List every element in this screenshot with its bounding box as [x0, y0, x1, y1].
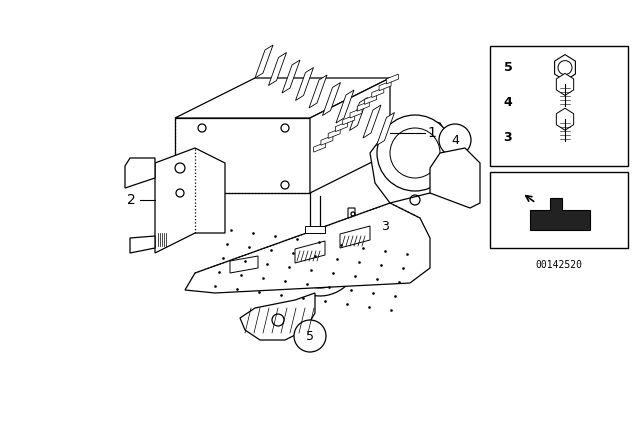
Circle shape [294, 320, 326, 352]
Polygon shape [305, 226, 325, 233]
Polygon shape [175, 118, 310, 193]
Text: 1: 1 [427, 126, 436, 140]
Polygon shape [530, 198, 590, 230]
Polygon shape [155, 148, 225, 253]
Polygon shape [357, 101, 369, 111]
Text: 5: 5 [306, 329, 314, 343]
Polygon shape [125, 158, 155, 188]
Text: 4: 4 [451, 134, 459, 146]
Polygon shape [240, 293, 315, 340]
Polygon shape [310, 78, 390, 193]
Polygon shape [430, 148, 480, 208]
Polygon shape [323, 82, 340, 116]
Polygon shape [350, 108, 362, 118]
Polygon shape [295, 241, 325, 263]
Polygon shape [379, 81, 391, 91]
Polygon shape [336, 90, 354, 123]
Text: 3: 3 [381, 220, 389, 233]
Polygon shape [282, 60, 300, 93]
Polygon shape [321, 135, 333, 145]
Polygon shape [348, 208, 362, 230]
Circle shape [439, 124, 471, 156]
Polygon shape [365, 95, 376, 104]
Polygon shape [269, 52, 287, 86]
Text: 4: 4 [504, 96, 513, 109]
Text: 3: 3 [504, 131, 512, 144]
Circle shape [377, 115, 453, 191]
Text: 00142520: 00142520 [536, 260, 582, 270]
Circle shape [370, 211, 400, 241]
Polygon shape [314, 142, 326, 152]
Polygon shape [363, 105, 381, 138]
Polygon shape [556, 73, 573, 95]
Polygon shape [335, 122, 348, 132]
Polygon shape [340, 226, 370, 248]
Polygon shape [255, 45, 273, 78]
Bar [490, 46, 628, 166]
Polygon shape [556, 108, 573, 130]
Polygon shape [372, 88, 384, 98]
Polygon shape [370, 118, 455, 203]
Text: 5: 5 [504, 61, 513, 74]
Polygon shape [387, 74, 398, 84]
Text: 2: 2 [127, 193, 136, 207]
Polygon shape [343, 115, 355, 125]
Polygon shape [296, 68, 314, 100]
Polygon shape [376, 112, 394, 146]
Polygon shape [309, 75, 327, 108]
Polygon shape [185, 203, 430, 293]
Polygon shape [230, 256, 258, 273]
Polygon shape [555, 55, 575, 81]
Polygon shape [349, 98, 367, 130]
Polygon shape [328, 129, 340, 138]
Bar [490, 172, 628, 248]
Polygon shape [175, 78, 390, 118]
Polygon shape [130, 236, 155, 253]
